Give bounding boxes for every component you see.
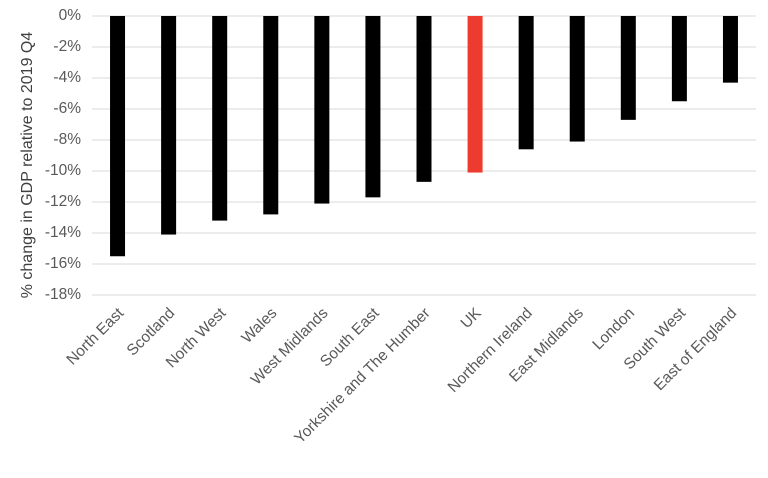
y-axis-ticks: 0% -2% -4% -6% -8% -10% -12% -14% -16% -18% xyxy=(45,7,81,303)
bar xyxy=(263,16,279,215)
bar xyxy=(620,16,636,120)
bar xyxy=(671,16,687,102)
bars xyxy=(110,16,738,257)
y-tick-label: -18% xyxy=(45,286,81,303)
x-tick-label: Wales xyxy=(238,305,280,347)
x-tick-label: UK xyxy=(458,304,486,332)
y-axis-label: % change in GDP relative to 2019 Q4 xyxy=(19,32,36,299)
y-tick-label: -2% xyxy=(53,38,81,55)
bar xyxy=(314,16,330,204)
bar xyxy=(518,16,534,150)
bar xyxy=(110,16,126,257)
bar xyxy=(569,16,585,142)
y-tick-label: -12% xyxy=(45,193,81,210)
y-tick-label: -6% xyxy=(53,100,81,117)
y-tick-label: -10% xyxy=(45,162,81,179)
y-tick-label: -16% xyxy=(45,255,81,272)
y-tick-label: -8% xyxy=(53,131,81,148)
y-tick-label: 0% xyxy=(59,7,82,24)
bar xyxy=(722,16,738,83)
x-tick-label: London xyxy=(589,305,638,354)
bar xyxy=(416,16,432,182)
x-tick-label: North East xyxy=(63,304,127,368)
bar xyxy=(161,16,177,235)
y-tick-label: -4% xyxy=(53,69,81,86)
bar xyxy=(365,16,381,198)
bar xyxy=(212,16,228,221)
y-tick-label: -14% xyxy=(45,224,81,241)
bar xyxy=(467,16,483,173)
